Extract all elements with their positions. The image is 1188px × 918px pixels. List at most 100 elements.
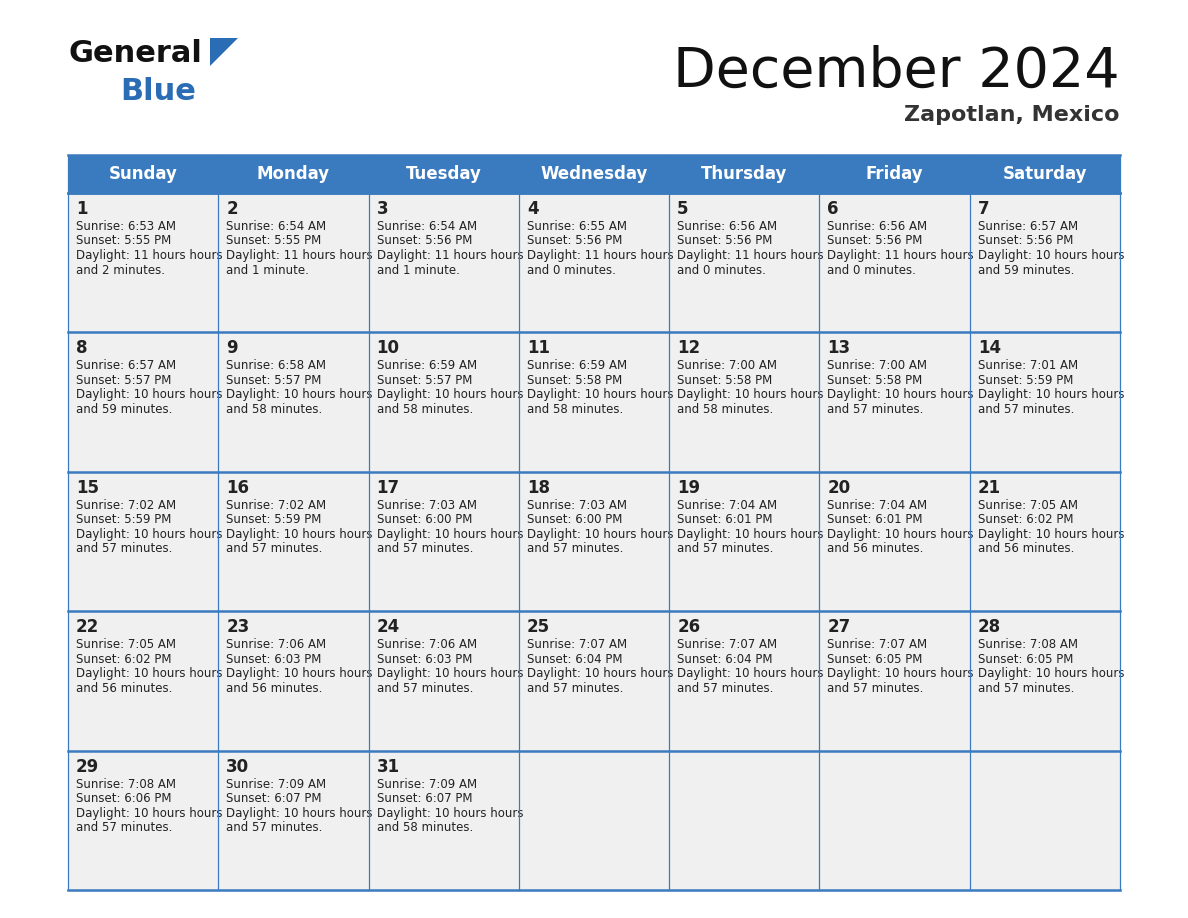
Text: 21: 21 bbox=[978, 479, 1000, 497]
Text: Daylight: 10 hours hours: Daylight: 10 hours hours bbox=[677, 667, 823, 680]
Text: Daylight: 10 hours hours: Daylight: 10 hours hours bbox=[76, 388, 222, 401]
Text: Sunset: 5:57 PM: Sunset: 5:57 PM bbox=[226, 374, 322, 386]
Bar bbox=[820, 332, 969, 472]
Bar bbox=[68, 751, 219, 890]
Text: Daylight: 10 hours hours: Daylight: 10 hours hours bbox=[978, 388, 1124, 401]
Text: Daylight: 10 hours hours: Daylight: 10 hours hours bbox=[377, 528, 523, 541]
Text: Sunset: 5:56 PM: Sunset: 5:56 PM bbox=[677, 234, 772, 248]
Text: and 56 minutes.: and 56 minutes. bbox=[827, 543, 924, 555]
Text: Daylight: 10 hours hours: Daylight: 10 hours hours bbox=[827, 667, 974, 680]
Text: Sunrise: 7:01 AM: Sunrise: 7:01 AM bbox=[978, 360, 1078, 373]
Text: Sunrise: 7:03 AM: Sunrise: 7:03 AM bbox=[526, 498, 627, 512]
Text: Sunrise: 7:08 AM: Sunrise: 7:08 AM bbox=[978, 638, 1078, 651]
Text: Sunrise: 7:02 AM: Sunrise: 7:02 AM bbox=[76, 498, 176, 512]
Bar bbox=[519, 611, 669, 751]
Text: Daylight: 10 hours hours: Daylight: 10 hours hours bbox=[76, 528, 222, 541]
Text: 19: 19 bbox=[677, 479, 700, 497]
Text: Sunrise: 7:04 AM: Sunrise: 7:04 AM bbox=[827, 498, 928, 512]
Bar bbox=[368, 332, 519, 472]
Text: and 59 minutes.: and 59 minutes. bbox=[978, 263, 1074, 276]
Text: and 58 minutes.: and 58 minutes. bbox=[377, 403, 473, 416]
Text: and 0 minutes.: and 0 minutes. bbox=[677, 263, 766, 276]
Text: Sunrise: 6:54 AM: Sunrise: 6:54 AM bbox=[377, 220, 476, 233]
Text: Sunset: 5:57 PM: Sunset: 5:57 PM bbox=[76, 374, 171, 386]
Text: 1: 1 bbox=[76, 200, 88, 218]
Bar bbox=[368, 193, 519, 332]
Text: and 57 minutes.: and 57 minutes. bbox=[526, 682, 624, 695]
Text: and 1 minute.: and 1 minute. bbox=[226, 263, 309, 276]
Text: and 57 minutes.: and 57 minutes. bbox=[76, 543, 172, 555]
Text: Sunrise: 6:56 AM: Sunrise: 6:56 AM bbox=[677, 220, 777, 233]
Text: Sunrise: 7:04 AM: Sunrise: 7:04 AM bbox=[677, 498, 777, 512]
Text: Sunset: 6:02 PM: Sunset: 6:02 PM bbox=[76, 653, 171, 666]
Text: and 57 minutes.: and 57 minutes. bbox=[526, 543, 624, 555]
Bar bbox=[368, 611, 519, 751]
Text: Daylight: 10 hours hours: Daylight: 10 hours hours bbox=[377, 388, 523, 401]
Text: 9: 9 bbox=[226, 340, 238, 357]
Text: Daylight: 11 hours hours: Daylight: 11 hours hours bbox=[226, 249, 373, 262]
Text: Tuesday: Tuesday bbox=[406, 165, 481, 183]
Text: Sunrise: 7:08 AM: Sunrise: 7:08 AM bbox=[76, 778, 176, 790]
Text: Sunset: 6:06 PM: Sunset: 6:06 PM bbox=[76, 792, 171, 805]
Text: and 57 minutes.: and 57 minutes. bbox=[677, 682, 773, 695]
Text: and 57 minutes.: and 57 minutes. bbox=[677, 543, 773, 555]
Bar bbox=[969, 193, 1120, 332]
Text: Wednesday: Wednesday bbox=[541, 165, 647, 183]
Text: Sunrise: 7:05 AM: Sunrise: 7:05 AM bbox=[978, 498, 1078, 512]
Bar bbox=[219, 472, 368, 611]
Text: 5: 5 bbox=[677, 200, 689, 218]
Text: Blue: Blue bbox=[120, 77, 196, 106]
Text: Daylight: 11 hours hours: Daylight: 11 hours hours bbox=[677, 249, 823, 262]
Text: Sunset: 5:59 PM: Sunset: 5:59 PM bbox=[226, 513, 322, 526]
Text: Sunrise: 7:06 AM: Sunrise: 7:06 AM bbox=[226, 638, 327, 651]
Text: Sunset: 5:56 PM: Sunset: 5:56 PM bbox=[526, 234, 623, 248]
Text: Daylight: 11 hours hours: Daylight: 11 hours hours bbox=[526, 249, 674, 262]
Text: 31: 31 bbox=[377, 757, 399, 776]
Text: 18: 18 bbox=[526, 479, 550, 497]
Text: Daylight: 10 hours hours: Daylight: 10 hours hours bbox=[827, 528, 974, 541]
Text: and 57 minutes.: and 57 minutes. bbox=[827, 682, 924, 695]
Text: Daylight: 10 hours hours: Daylight: 10 hours hours bbox=[677, 528, 823, 541]
Text: Sunrise: 7:07 AM: Sunrise: 7:07 AM bbox=[526, 638, 627, 651]
Text: and 2 minutes.: and 2 minutes. bbox=[76, 263, 165, 276]
Text: Daylight: 10 hours hours: Daylight: 10 hours hours bbox=[377, 807, 523, 820]
Text: Sunday: Sunday bbox=[109, 165, 177, 183]
Bar bbox=[368, 472, 519, 611]
Text: Sunset: 6:02 PM: Sunset: 6:02 PM bbox=[978, 513, 1073, 526]
Text: General: General bbox=[68, 39, 202, 68]
Text: Sunset: 6:04 PM: Sunset: 6:04 PM bbox=[677, 653, 772, 666]
Bar bbox=[519, 193, 669, 332]
Bar bbox=[519, 751, 669, 890]
Text: 24: 24 bbox=[377, 618, 400, 636]
Text: Daylight: 10 hours hours: Daylight: 10 hours hours bbox=[76, 807, 222, 820]
Text: 12: 12 bbox=[677, 340, 700, 357]
Text: Sunset: 6:07 PM: Sunset: 6:07 PM bbox=[377, 792, 472, 805]
Text: and 56 minutes.: and 56 minutes. bbox=[226, 682, 323, 695]
Text: Sunset: 5:56 PM: Sunset: 5:56 PM bbox=[377, 234, 472, 248]
Text: and 57 minutes.: and 57 minutes. bbox=[226, 543, 323, 555]
Text: 15: 15 bbox=[76, 479, 99, 497]
Bar bbox=[969, 472, 1120, 611]
Bar bbox=[669, 472, 820, 611]
Text: Zapotlan, Mexico: Zapotlan, Mexico bbox=[904, 105, 1120, 125]
Text: 30: 30 bbox=[226, 757, 249, 776]
Text: Sunset: 5:58 PM: Sunset: 5:58 PM bbox=[827, 374, 923, 386]
Text: and 57 minutes.: and 57 minutes. bbox=[978, 403, 1074, 416]
Text: 22: 22 bbox=[76, 618, 100, 636]
Bar bbox=[68, 332, 219, 472]
Bar bbox=[820, 193, 969, 332]
Text: Sunset: 5:59 PM: Sunset: 5:59 PM bbox=[76, 513, 171, 526]
Text: 29: 29 bbox=[76, 757, 100, 776]
Text: Daylight: 10 hours hours: Daylight: 10 hours hours bbox=[226, 388, 373, 401]
Text: Sunrise: 7:00 AM: Sunrise: 7:00 AM bbox=[677, 360, 777, 373]
Text: Daylight: 10 hours hours: Daylight: 10 hours hours bbox=[978, 249, 1124, 262]
Text: Sunset: 5:56 PM: Sunset: 5:56 PM bbox=[827, 234, 923, 248]
Text: Daylight: 10 hours hours: Daylight: 10 hours hours bbox=[526, 667, 674, 680]
Text: Daylight: 10 hours hours: Daylight: 10 hours hours bbox=[526, 528, 674, 541]
Text: Sunset: 5:56 PM: Sunset: 5:56 PM bbox=[978, 234, 1073, 248]
Text: and 58 minutes.: and 58 minutes. bbox=[226, 403, 322, 416]
Text: 26: 26 bbox=[677, 618, 700, 636]
Polygon shape bbox=[210, 38, 238, 66]
Text: 14: 14 bbox=[978, 340, 1000, 357]
Text: Daylight: 11 hours hours: Daylight: 11 hours hours bbox=[827, 249, 974, 262]
